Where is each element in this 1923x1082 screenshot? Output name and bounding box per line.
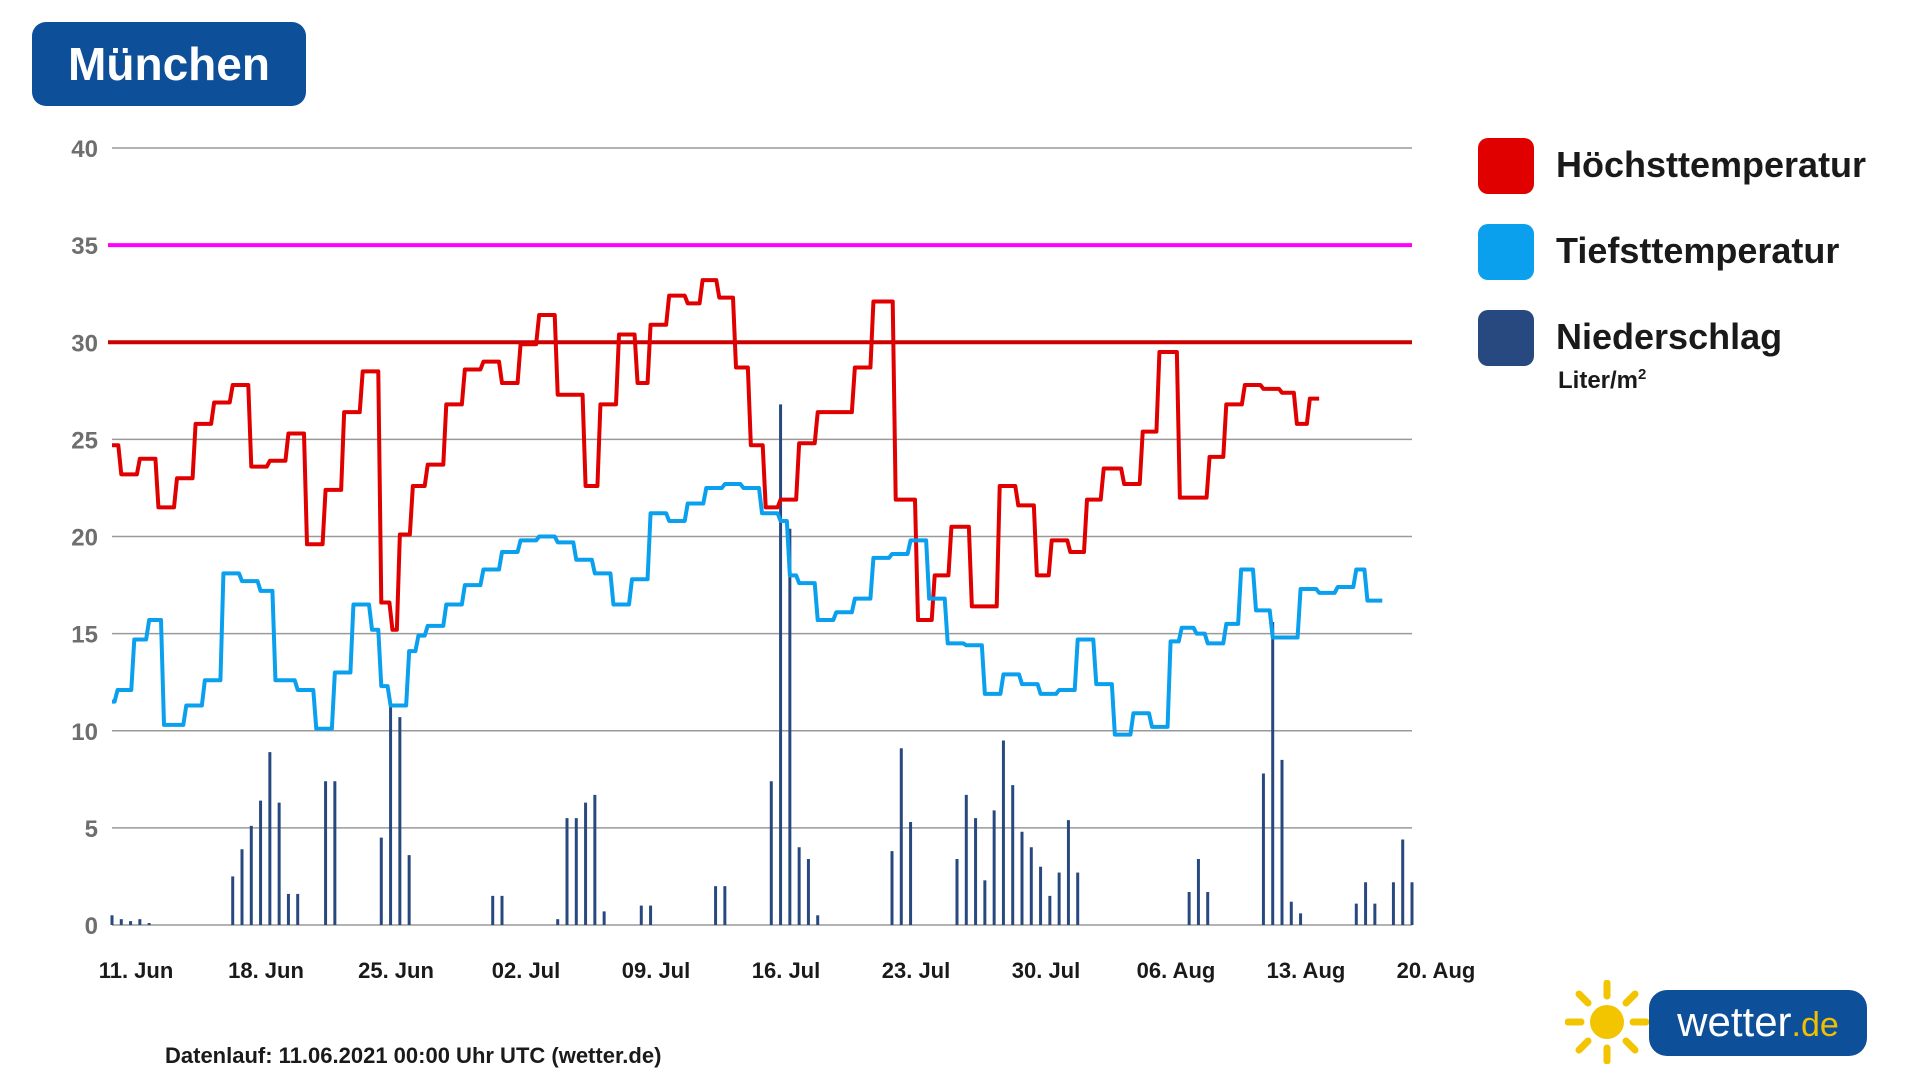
y-tick-label: 15 [71,622,98,649]
legend-label-precip: Niederschlag [1556,316,1783,357]
legend-unit-text: Liter/m [1558,367,1639,394]
city-title: München [32,22,306,106]
temperature-lines [112,278,1383,737]
sun-icon [1565,980,1649,1064]
x-tick-label: 02. Jul [492,958,560,983]
y-axis-ticks: 0 5 10 15 20 25 30 35 40 [71,136,98,940]
logo-suffix: .de [1791,1006,1839,1044]
x-tick-label: 11. Jun [99,958,174,983]
y-tick-label: 10 [71,719,98,746]
legend-unit-sup: 2 [1638,366,1647,383]
y-tick-label: 5 [85,816,98,843]
logo-wordmark: wetter.de [1649,990,1867,1056]
y-tick-label: 0 [85,913,98,940]
x-tick-label: 23. Jul [882,958,950,983]
y-tick-label: 40 [71,136,98,163]
legend-swatch-precip [1478,310,1534,366]
x-tick-label: 16. Jul [752,958,820,983]
y-tick-label: 20 [71,525,98,552]
wetter-de-logo[interactable]: wetter.de [1565,980,1875,1064]
legend-label-min: Tiefsttemperatur [1556,230,1840,271]
x-tick-label: 25. Jun [358,958,434,983]
min-temp-line [112,482,1383,737]
x-tick-label: 20. Aug [1397,958,1476,983]
legend-swatch-max [1478,138,1534,194]
legend-label-max: Höchsttemperatur [1556,144,1867,185]
max-temp-line [112,278,1320,632]
x-tick-label: 18. Jun [228,958,304,983]
data-run-footer: Datenlauf: 11.06.2021 00:00 Uhr UTC (wet… [165,1043,662,1068]
x-tick-label: 13. Aug [1267,958,1346,983]
logo-main: wetter [1677,998,1792,1045]
precipitation-bars [110,404,1414,925]
x-tick-label: 09. Jul [622,958,690,983]
y-tick-label: 35 [71,233,98,260]
x-axis-ticks: 11. Jun 18. Jun 25. Jun 02. Jul 09. Jul 16. J… [99,958,1476,983]
x-tick-label: 06. Aug [1137,958,1216,983]
y-tick-label: 25 [71,427,98,454]
x-tick-label: 30. Jul [1012,958,1080,983]
reference-lines [108,243,1412,345]
y-tick-label: 30 [71,330,98,357]
legend-swatch-min [1478,224,1534,280]
legend-unit-precip: Liter/m2 [1558,366,1646,395]
